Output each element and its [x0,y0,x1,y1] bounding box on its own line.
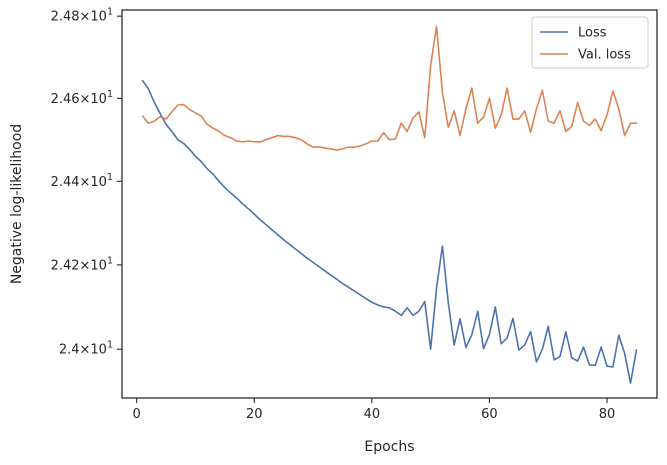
y-axis: 2.4×101 2.42×101 2.44×101 2.46×101 2.48×101 [51,7,122,358]
y-tick-label: 2.4×101 [59,340,113,358]
legend: Loss Val. loss [531,16,649,69]
series-line-val-loss [141,25,638,151]
x-tick-label: 0 [133,407,141,422]
x-tick-label: 40 [364,407,381,422]
legend-label-val-loss: Val. loss [578,48,631,63]
legend-label-loss: Loss [578,26,607,41]
plot-frame [121,9,658,399]
x-tick-label: 60 [481,407,498,422]
legend-frame [531,16,649,69]
x-tick-label: 80 [599,407,616,422]
y-tick-label: 2.44×101 [51,172,113,190]
y-tick-label: 2.46×101 [51,89,113,107]
plot-area [141,25,638,384]
x-axis-label: Epochs [364,439,414,455]
series-line-loss [141,79,638,384]
x-axis: 0 20 40 60 80 [133,398,616,422]
y-axis-label: Negative log-likelihood [9,124,25,284]
y-tick-label: 2.42×101 [51,255,113,273]
y-tick-label: 2.48×101 [51,7,113,25]
x-tick-label: 20 [246,407,263,422]
